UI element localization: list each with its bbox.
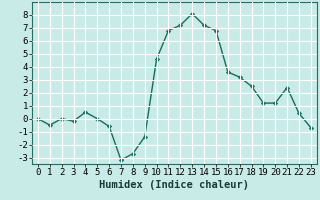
X-axis label: Humidex (Indice chaleur): Humidex (Indice chaleur) [100,180,249,190]
